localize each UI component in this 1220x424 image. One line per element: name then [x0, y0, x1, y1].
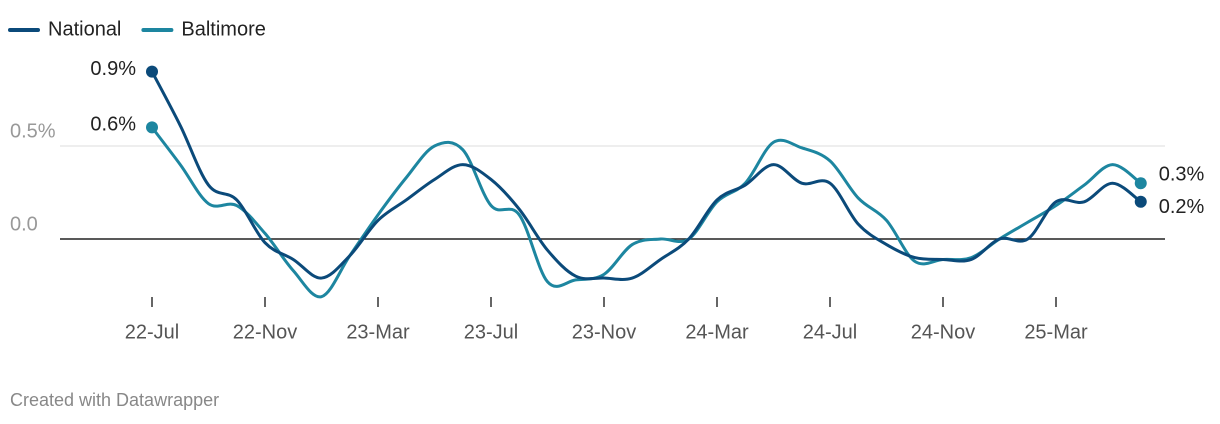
- value-label: 0.2%: [1159, 196, 1205, 218]
- x-tick-label: 24-Nov: [911, 321, 975, 343]
- legend-label: Baltimore: [181, 18, 265, 40]
- x-tick-label: 22-Jul: [125, 321, 179, 343]
- point: [146, 65, 158, 78]
- value-label: 0.6%: [90, 114, 136, 136]
- x-tick-label: 25-Mar: [1024, 321, 1088, 343]
- point: [1134, 177, 1147, 190]
- value-label: 0.9%: [90, 58, 136, 80]
- x-tick-label: 22-Nov: [233, 321, 297, 343]
- series-line: [150, 126, 1142, 299]
- x-tick-label: 24-Jul: [803, 321, 857, 343]
- x-tick-label: 23-Nov: [572, 321, 636, 343]
- legend-label: National: [48, 18, 121, 40]
- x-tick-label: 23-Mar: [346, 321, 410, 343]
- y-tick-label: 0.0: [10, 213, 38, 235]
- value-label: 0.3%: [1159, 163, 1205, 185]
- x-tick-label: 24-Mar: [685, 321, 749, 343]
- x-tick-label: 23-Jul: [464, 321, 518, 343]
- series-line: [150, 70, 1142, 282]
- footer: Created with Datawrapper: [10, 390, 219, 410]
- point: [146, 121, 158, 134]
- point: [1134, 195, 1147, 208]
- y-tick-label: 0.5%: [10, 120, 56, 142]
- legend: National Baltimore: [8, 18, 266, 40]
